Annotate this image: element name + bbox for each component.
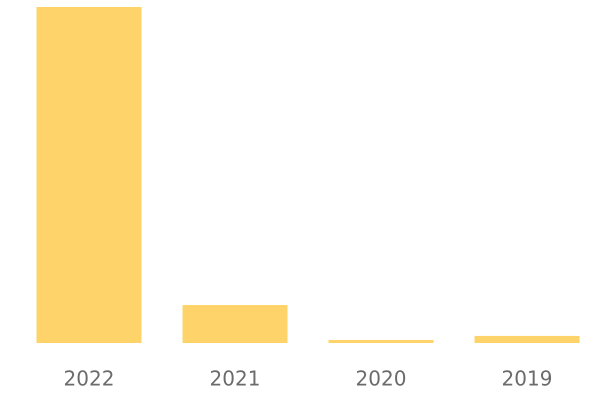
x-tick-label: 2022: [64, 367, 115, 391]
bar: [474, 335, 580, 343]
x-tick-label: 2020: [356, 367, 407, 391]
x-tick-label: 2019: [502, 367, 553, 391]
bar: [36, 7, 142, 343]
bar: [182, 305, 288, 343]
bar: [328, 339, 434, 343]
x-tick-label: 2021: [210, 367, 261, 391]
